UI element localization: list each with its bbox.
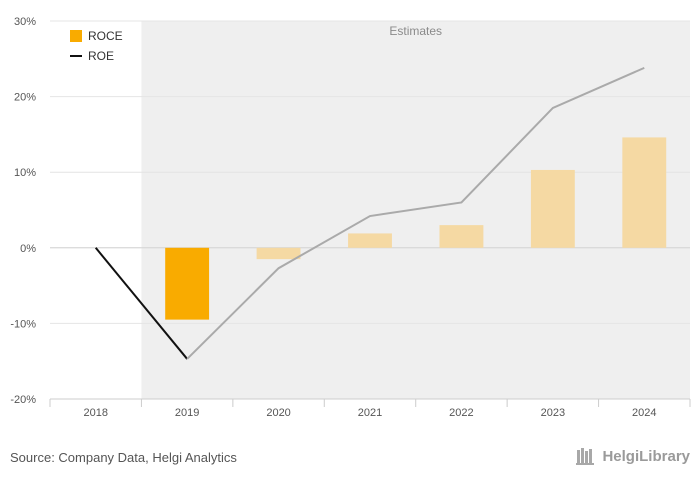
- logo-text: HelgiLibrary: [602, 447, 690, 465]
- x-tick-label: 2024: [632, 407, 656, 419]
- x-tick-label: 2019: [175, 407, 199, 419]
- line-roe-actual[interactable]: [94, 247, 188, 360]
- legend-label-roe[interactable]: ROE: [88, 49, 114, 63]
- x-tick-label: 2020: [266, 407, 290, 419]
- library-icon: [576, 448, 595, 465]
- bar-roce[interactable]: [439, 225, 484, 248]
- y-tick-label: 0%: [20, 243, 36, 255]
- x-tick-label: 2022: [449, 407, 473, 419]
- chart-svg: Estimates -20% -10% 0% 10% 20% 30% 2018 2019 2020…: [10, 16, 691, 419]
- estimates-label: Estimates: [389, 24, 442, 38]
- x-tick-label: 2021: [358, 407, 382, 419]
- y-tick-label: 30%: [14, 16, 36, 28]
- bar-roce[interactable]: [622, 137, 667, 248]
- x-tick-label: 2023: [541, 407, 565, 419]
- source-note: Source: Company Data, Helgi Analytics: [10, 450, 237, 465]
- bar-roce[interactable]: [348, 233, 392, 248]
- bar-roce[interactable]: [165, 247, 210, 320]
- line-roe-estimate[interactable]: [186, 66, 645, 360]
- bar-roce[interactable]: [256, 247, 301, 260]
- y-tick-label: -20%: [10, 394, 36, 406]
- bar-roce[interactable]: [530, 169, 575, 248]
- y-tick-label: 20%: [14, 92, 36, 104]
- helgi-library-logo[interactable]: HelgiLibrary: [576, 447, 690, 465]
- legend-swatch-roce: [70, 30, 82, 42]
- chart: Estimates -20% -10% 0% 10% 20% 30% 2018 2019 2020…: [10, 16, 691, 419]
- y-tick-label: -10%: [10, 318, 36, 330]
- x-tick-label: 2018: [83, 407, 107, 419]
- legend-label-roce[interactable]: ROCE: [88, 29, 123, 43]
- y-tick-label: 10%: [14, 167, 36, 179]
